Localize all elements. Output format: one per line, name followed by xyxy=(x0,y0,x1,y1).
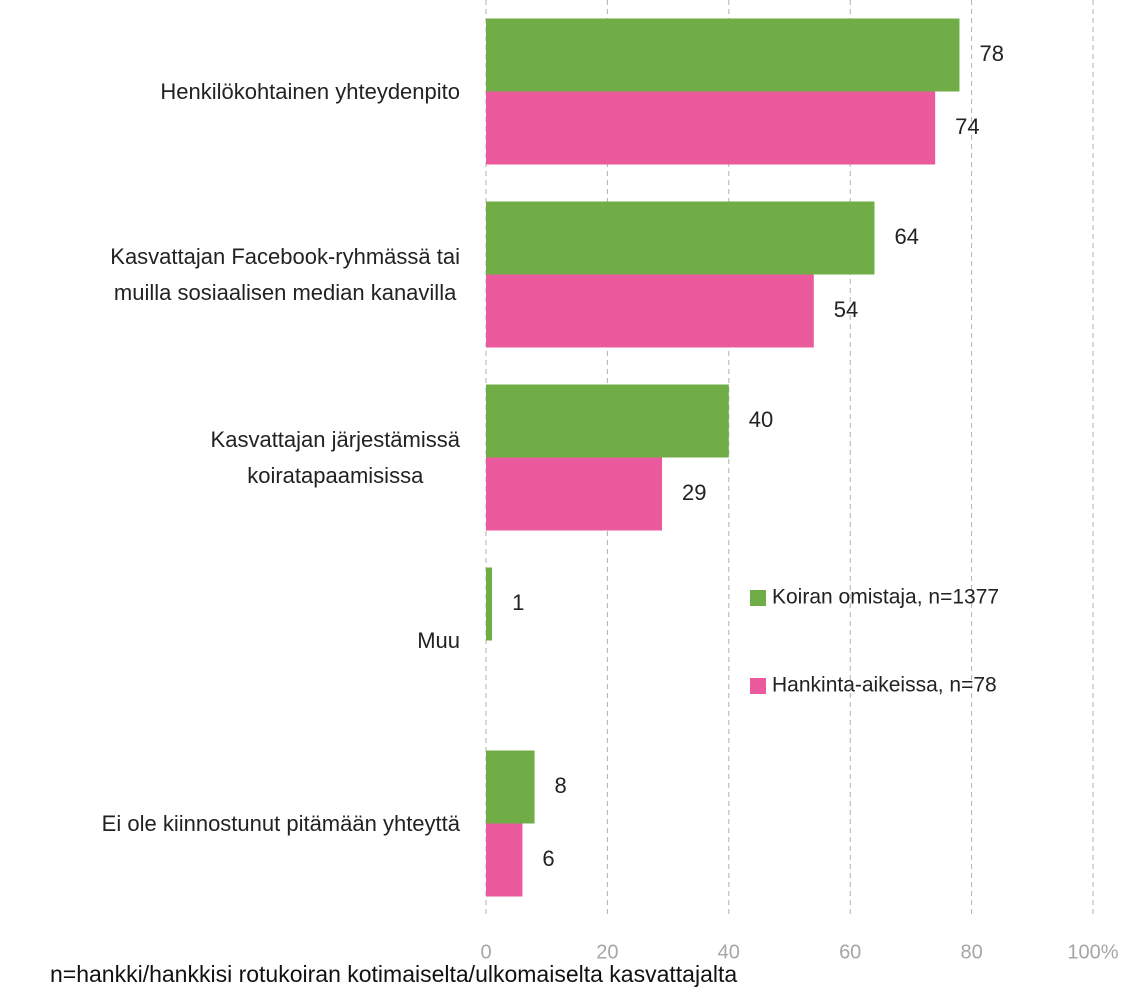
value-label: 74 xyxy=(955,114,979,139)
bar xyxy=(486,750,535,824)
x-tick-label: 100% xyxy=(1067,941,1118,963)
value-label: 54 xyxy=(834,297,858,322)
legend-swatch xyxy=(750,678,766,694)
value-label: 6 xyxy=(542,846,554,871)
x-tick-label: 80 xyxy=(960,941,982,963)
bar xyxy=(486,18,960,92)
value-label: 40 xyxy=(749,407,773,432)
value-label: 8 xyxy=(555,773,567,798)
category-label: Henkilökohtainen yhteydenpito xyxy=(160,78,460,104)
value-label: 29 xyxy=(682,480,706,505)
bar xyxy=(486,384,729,458)
bar xyxy=(486,567,493,641)
x-tick-label: 20 xyxy=(596,941,618,963)
category-label: Kasvattajan Facebook-ryhmässä tai muilla… xyxy=(110,243,460,305)
bar xyxy=(486,457,663,531)
legend-swatch xyxy=(750,590,766,606)
legend-label: Hankinta-aikeissa, n=78 xyxy=(772,674,997,697)
x-axis-label: n=hankki/hankkisi rotukoiran kotimaiselt… xyxy=(50,961,737,987)
category-label: Kasvattajan järjestämissä koiratapaamisi… xyxy=(210,426,460,488)
bar xyxy=(486,823,523,897)
legend-label: Koiran omistaja, n=1377 xyxy=(772,586,999,609)
value-label: 1 xyxy=(512,590,524,615)
bar xyxy=(486,201,875,275)
x-tick-label: 0 xyxy=(480,941,491,963)
bar xyxy=(486,91,936,165)
x-tick-label: 60 xyxy=(839,941,861,963)
category-label: Ei ole kiinnostunut pitämään yhteyttä xyxy=(101,810,460,836)
bar xyxy=(486,274,814,348)
value-label: 78 xyxy=(979,41,1003,66)
x-tick-label: 40 xyxy=(718,941,740,963)
value-label: 64 xyxy=(894,224,918,249)
category-label: Muu xyxy=(417,627,460,653)
